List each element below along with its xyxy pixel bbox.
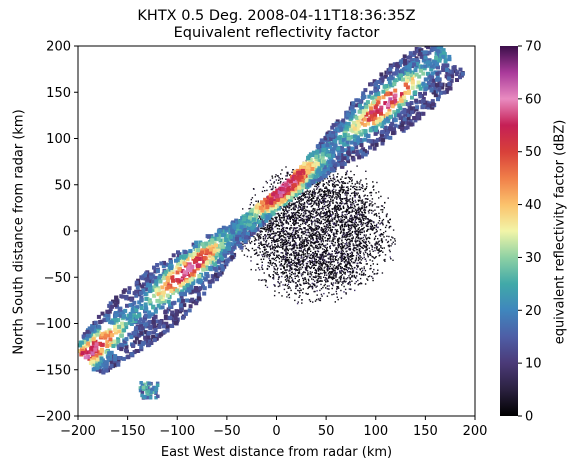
y-tick-label: −200 [35,410,71,425]
y-tick-label: 50 [54,178,71,193]
chart-title: KHTX 0.5 Deg. 2008-04-11T18:36:35Z [137,8,416,24]
colorbar-tick-label: 20 [525,304,542,319]
y-tick-label: −150 [35,363,71,378]
colorbar [500,46,518,416]
chart-subtitle: Equivalent reflectivity factor [173,25,380,41]
x-axis-ticks: −200 −150 −100 −50 0 50 100 150 200 [60,416,487,439]
colorbar-tick-label: 50 [525,145,542,160]
x-tick-label: −100 [159,424,195,439]
x-tick-label: 50 [318,424,335,439]
x-tick-label: 150 [413,424,438,439]
y-axis-ticks: −200 −150 −100 −50 0 50 100 150 200 [35,40,78,425]
colorbar-ticks: 0 10 20 30 40 50 60 70 [518,40,542,425]
y-tick-label: 150 [46,86,71,101]
reflectivity-field [78,46,465,400]
x-tick-label: −50 [213,424,240,439]
y-tick-label: −50 [44,271,71,286]
colorbar-tick-label: 70 [525,40,542,55]
colorbar-tick-label: 0 [525,410,533,425]
y-tick-label: 200 [46,40,71,55]
y-tick-label: 0 [63,225,71,240]
colorbar-tick-label: 40 [525,198,542,213]
squall-line [78,46,465,375]
colorbar-tick-label: 60 [525,92,542,107]
x-tick-label: 200 [463,424,488,439]
x-tick-label: −200 [60,424,96,439]
colorbar-tick-label: 30 [525,251,542,266]
isolated-cell [138,381,160,400]
y-tick-label: −100 [35,317,71,332]
colorbar-tick-label: 10 [525,357,542,372]
x-tick-label: −150 [110,424,146,439]
y-tick-label: 100 [46,132,71,147]
x-tick-label: 0 [272,424,280,439]
x-axis-label: East West distance from radar (km) [160,445,393,460]
x-tick-label: 100 [363,424,388,439]
